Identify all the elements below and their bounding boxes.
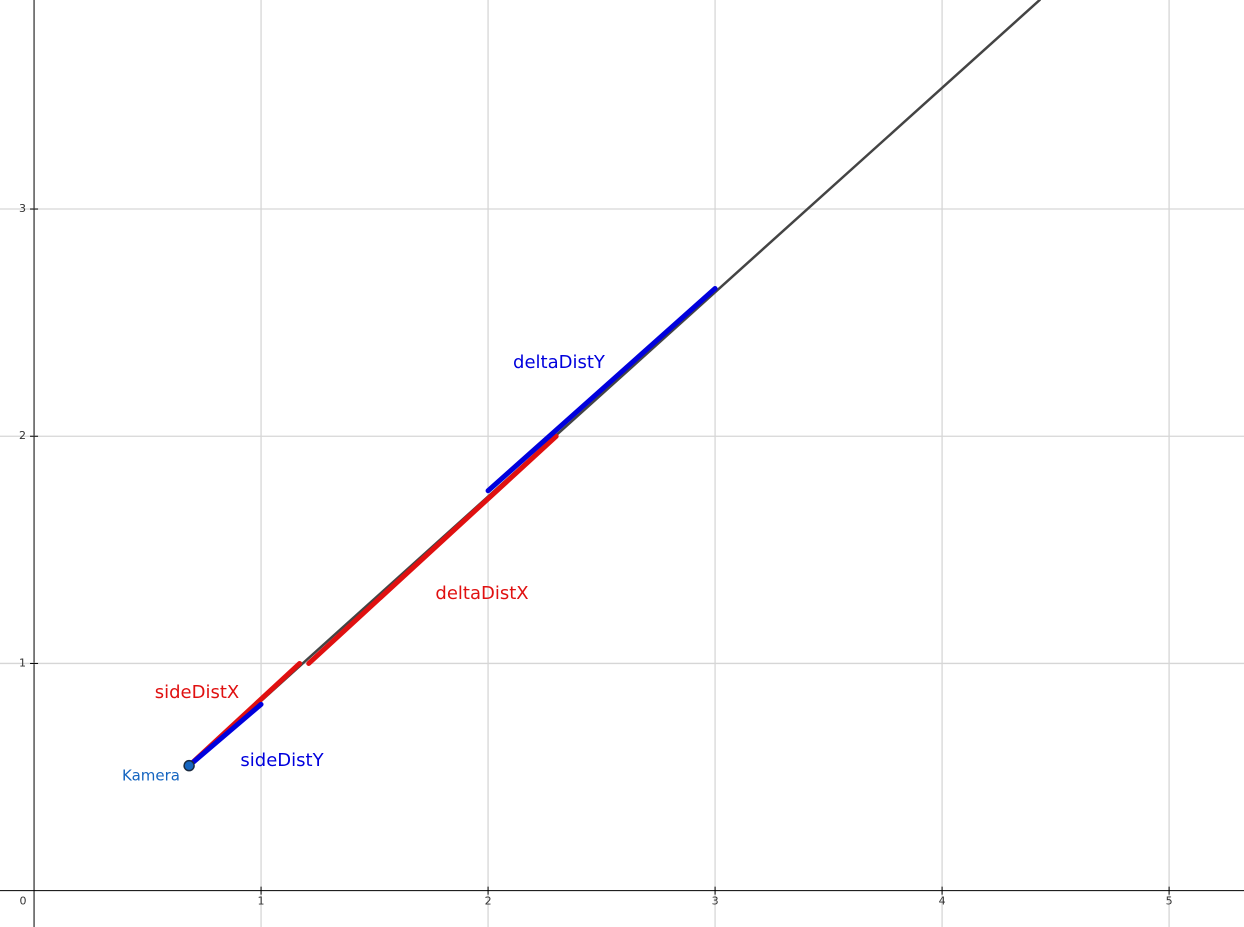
series-label: deltaDistX	[435, 583, 528, 604]
x-tick-label: 2	[485, 895, 492, 908]
x-tick-label: 1	[258, 895, 265, 908]
y-tick-label: 2	[19, 429, 26, 442]
x-tick-label: 5	[1166, 895, 1173, 908]
x-tick-label: 3	[712, 895, 719, 908]
series-label: sideDistX	[155, 682, 240, 703]
x-tick-label: 4	[939, 895, 946, 908]
plot-area	[183, 0, 1041, 772]
y-tick-label: 1	[19, 656, 26, 669]
point	[183, 759, 195, 772]
line-segment	[485, 286, 718, 494]
series-label: sideDistY	[240, 750, 324, 771]
line-segment	[186, 701, 264, 769]
y-tick-label: 3	[19, 202, 26, 215]
point-label: Kamera	[122, 767, 180, 785]
line-segment	[306, 433, 559, 666]
line-segment	[187, 0, 1041, 767]
series-label: deltaDistY	[513, 352, 606, 373]
x-tick-label: 0	[20, 895, 27, 908]
